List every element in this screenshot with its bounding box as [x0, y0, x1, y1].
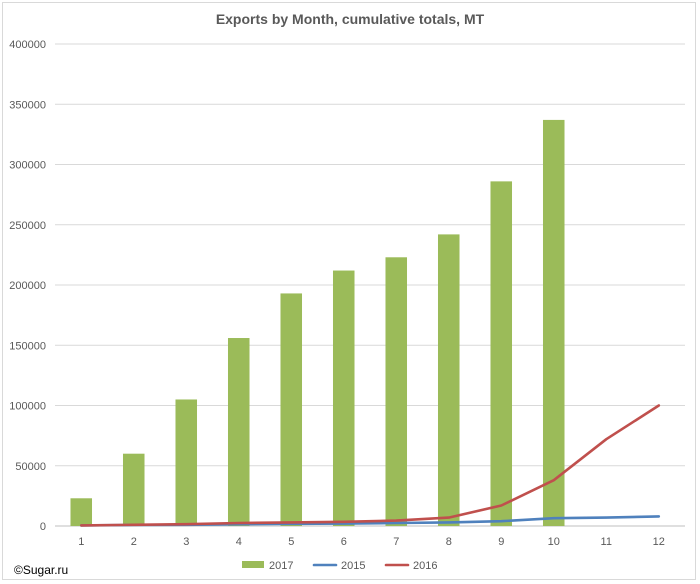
x-tick-label: 10 [548, 536, 560, 548]
bar-2017-7 [385, 257, 408, 526]
x-tick-label: 1 [78, 536, 84, 548]
x-tick-label: 6 [341, 536, 347, 548]
x-tick-label: 12 [653, 536, 665, 548]
bar-2017-6 [332, 270, 355, 526]
legend-label-2016: 2016 [413, 560, 437, 572]
bar-2017-4 [227, 338, 250, 526]
bar-series-2017 [70, 119, 565, 526]
x-tick-label: 9 [498, 536, 504, 548]
watermark: ©Sugar.ru [14, 563, 68, 577]
gridlines [55, 43, 685, 527]
bar-2017-10 [542, 119, 565, 526]
y-tick-label: 350000 [9, 99, 46, 111]
bar-2017-2 [122, 453, 145, 526]
x-tick-label: 2 [131, 536, 137, 548]
bar-2017-1 [70, 498, 93, 526]
bar-2017-3 [175, 399, 198, 526]
y-tick-label: 150000 [9, 340, 46, 352]
y-tick-label: 50000 [15, 461, 46, 473]
y-tick-label: 300000 [9, 160, 46, 172]
chart-title: Exports by Month, cumulative totals, MT [216, 11, 485, 27]
x-tick-label: 3 [183, 536, 189, 548]
y-tick-label: 0 [40, 521, 46, 533]
legend-label-2015: 2015 [341, 560, 365, 572]
y-tick-label: 200000 [9, 280, 46, 292]
x-axis-tick-labels: 1 2 3 4 5 6 7 8 9 10 11 12 [78, 536, 665, 548]
bar-2017-5 [280, 293, 303, 526]
legend: 2017 2015 2016 [242, 560, 437, 572]
x-tick-label: 11 [601, 536, 612, 548]
y-tick-label: 250000 [9, 220, 46, 232]
bar-2017-9 [490, 181, 513, 526]
x-tick-label: 7 [393, 536, 399, 548]
y-axis-tick-labels: 0 50000 100000 150000 200000 250000 300000 3500… [9, 39, 46, 533]
x-tick-label: 5 [288, 536, 294, 548]
x-tick-label: 4 [236, 536, 242, 548]
x-tick-label: 8 [446, 536, 452, 548]
legend-swatch-2017 [242, 561, 264, 568]
legend-label-2017: 2017 [269, 560, 293, 572]
y-tick-label: 100000 [9, 401, 46, 413]
line-series [80, 404, 661, 527]
line-series-2016 [80, 404, 661, 527]
bar-2017-8 [437, 234, 460, 526]
y-tick-label: 400000 [9, 39, 46, 51]
